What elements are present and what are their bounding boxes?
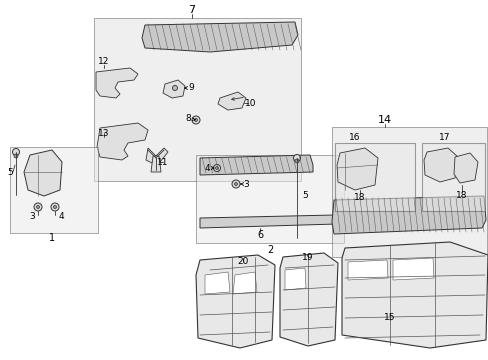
Polygon shape (151, 156, 161, 172)
Text: 1: 1 (49, 233, 55, 243)
Circle shape (215, 166, 218, 170)
Polygon shape (156, 148, 168, 162)
Text: 8: 8 (185, 113, 190, 122)
Polygon shape (204, 272, 229, 294)
Text: 18: 18 (455, 190, 467, 199)
Text: 16: 16 (348, 132, 360, 141)
Polygon shape (232, 272, 257, 294)
Bar (331, 127, 486, 257)
Polygon shape (347, 260, 387, 280)
Polygon shape (392, 258, 433, 280)
Bar (10, 147, 98, 233)
Polygon shape (142, 22, 297, 52)
Text: 19: 19 (302, 253, 313, 262)
Text: 5: 5 (302, 190, 307, 199)
Text: 2: 2 (266, 245, 273, 255)
Text: 11: 11 (157, 158, 168, 166)
Circle shape (14, 154, 18, 158)
Circle shape (51, 203, 59, 211)
Polygon shape (200, 155, 312, 175)
Text: 4: 4 (58, 212, 63, 220)
Bar (94, 18, 301, 181)
Bar (421, 143, 484, 211)
Text: 14: 14 (377, 115, 391, 125)
Polygon shape (423, 148, 457, 182)
Text: 7: 7 (188, 5, 195, 15)
Polygon shape (331, 196, 485, 234)
Polygon shape (453, 153, 477, 183)
Polygon shape (96, 68, 138, 98)
Circle shape (53, 206, 57, 208)
Circle shape (231, 180, 240, 188)
Polygon shape (24, 150, 62, 196)
Text: 13: 13 (98, 129, 109, 138)
Text: 18: 18 (353, 193, 365, 202)
Bar (196, 155, 343, 243)
Polygon shape (146, 148, 156, 163)
Circle shape (172, 86, 177, 90)
Text: 9: 9 (188, 82, 193, 91)
Text: 12: 12 (98, 57, 109, 66)
Circle shape (213, 165, 220, 171)
Text: 3: 3 (29, 212, 35, 220)
Text: 15: 15 (384, 314, 395, 323)
Text: 6: 6 (256, 230, 263, 240)
Circle shape (37, 206, 40, 208)
Polygon shape (196, 255, 274, 348)
Circle shape (192, 116, 200, 124)
Bar (334, 143, 414, 211)
Polygon shape (97, 123, 148, 160)
Circle shape (294, 159, 298, 163)
Circle shape (34, 203, 42, 211)
Circle shape (234, 183, 237, 185)
Polygon shape (341, 242, 487, 348)
Circle shape (194, 118, 197, 122)
Polygon shape (200, 215, 336, 228)
Circle shape (13, 149, 20, 156)
Text: 4: 4 (204, 163, 209, 172)
Circle shape (293, 154, 300, 162)
Text: 3: 3 (243, 180, 248, 189)
Text: 5: 5 (7, 167, 13, 176)
Polygon shape (280, 253, 337, 346)
Polygon shape (336, 148, 377, 190)
Text: 20: 20 (237, 257, 248, 266)
Polygon shape (218, 92, 245, 110)
Polygon shape (285, 268, 305, 290)
Text: 17: 17 (438, 132, 450, 141)
Text: 10: 10 (245, 99, 256, 108)
Polygon shape (163, 80, 184, 98)
